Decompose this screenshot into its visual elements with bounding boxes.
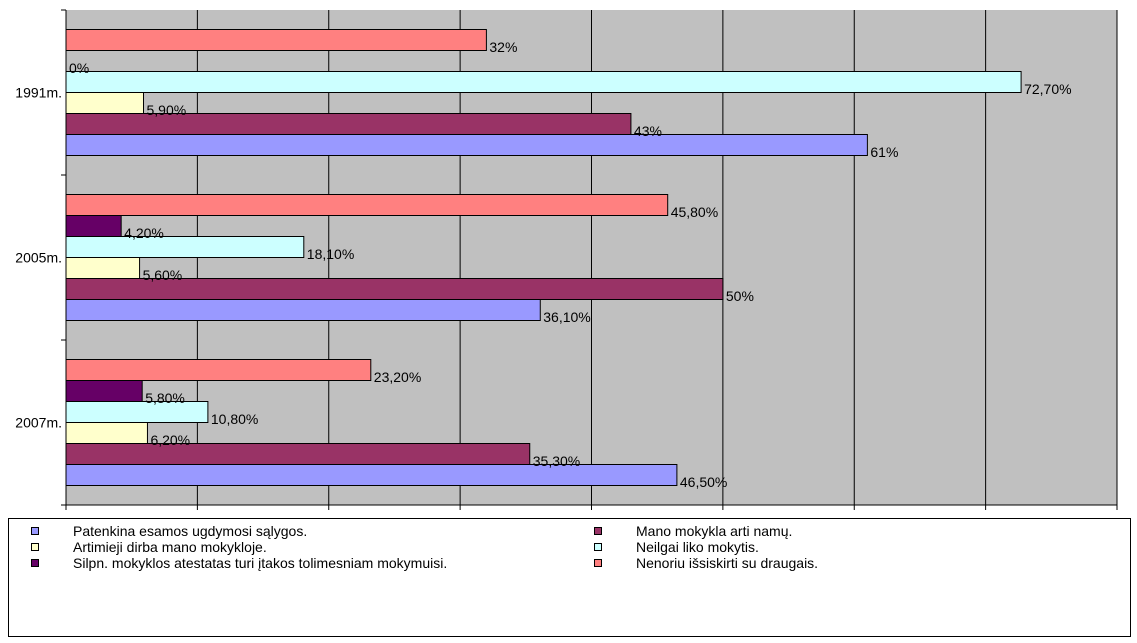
bar bbox=[65, 443, 531, 465]
bar bbox=[65, 299, 541, 321]
data-label: 18,10% bbox=[307, 246, 354, 262]
bar bbox=[65, 236, 305, 258]
data-label: 36,10% bbox=[543, 309, 590, 325]
data-label: 50% bbox=[726, 288, 754, 304]
legend-swatch-mano-mokykla bbox=[594, 527, 602, 535]
data-label: 23,20% bbox=[374, 369, 421, 385]
legend-label: Artimieji dirba mano mokykloje. bbox=[73, 539, 267, 555]
bar bbox=[65, 113, 632, 135]
legend-label: Silpn. mokyklos atestatas turi įtakos to… bbox=[73, 555, 448, 571]
data-label: 46,50% bbox=[680, 474, 727, 490]
data-label: 4,20% bbox=[124, 225, 164, 241]
bar bbox=[65, 29, 487, 51]
bar bbox=[65, 422, 148, 444]
data-label: 32% bbox=[489, 39, 517, 55]
x-tick-label: 60% bbox=[840, 516, 868, 518]
chart-legend: Patenkina esamos ugdymosi sąlygos. Artim… bbox=[8, 518, 1131, 637]
legend-swatch-patenkina bbox=[31, 527, 39, 535]
x-tick-label: 0% bbox=[56, 516, 76, 518]
data-label: 45,80% bbox=[671, 204, 718, 220]
category-label: 2007m. bbox=[15, 415, 62, 431]
data-label: 5,60% bbox=[143, 267, 183, 283]
data-label: 5,80% bbox=[145, 390, 185, 406]
x-tick-label: 80% bbox=[1103, 516, 1131, 518]
x-tick-label: 50% bbox=[709, 516, 737, 518]
x-tick-label: 20% bbox=[315, 516, 343, 518]
data-label: 0% bbox=[69, 60, 89, 76]
bar bbox=[65, 215, 122, 237]
legend-swatch-nenoriu bbox=[594, 559, 602, 567]
legend-swatch-silpn bbox=[31, 559, 39, 567]
bar bbox=[65, 71, 1022, 93]
category-label: 2005m. bbox=[15, 250, 62, 266]
legend-label: Mano mokykla arti namų. bbox=[636, 523, 793, 539]
legend-label: Nenoriu išsiskirti su draugais. bbox=[636, 555, 819, 571]
legend-swatch-artimieji bbox=[31, 543, 39, 551]
data-label: 10,80% bbox=[211, 411, 258, 427]
data-label: 35,30% bbox=[533, 453, 580, 469]
bar bbox=[65, 194, 669, 216]
x-tick-label: 30% bbox=[446, 516, 474, 518]
bar bbox=[65, 134, 868, 156]
legend-label: Neilgai liko mokytis. bbox=[636, 539, 759, 555]
bar bbox=[65, 380, 143, 402]
bar bbox=[65, 278, 724, 300]
bar-chart: 0% 10% 20% 30% 40% 50% 60% 70% 80% 1991m. 61% 43% 5,… bbox=[15, 9, 1131, 518]
category-label: 1991m. bbox=[15, 85, 62, 101]
data-label: 43% bbox=[634, 123, 662, 139]
data-label: 72,70% bbox=[1024, 81, 1071, 97]
legend-label: Patenkina esamos ugdymosi sąlygos. bbox=[73, 523, 308, 539]
bar bbox=[65, 464, 678, 486]
bar bbox=[65, 401, 209, 423]
x-tick-label: 70% bbox=[972, 516, 1000, 518]
bar bbox=[65, 359, 372, 381]
bar bbox=[65, 257, 141, 279]
x-tick-label: 10% bbox=[183, 516, 211, 518]
bar bbox=[65, 92, 145, 114]
x-tick-label: 40% bbox=[577, 516, 605, 518]
legend-swatch-neilgai bbox=[594, 543, 602, 551]
data-label: 61% bbox=[870, 144, 898, 160]
data-label: 5,90% bbox=[147, 102, 187, 118]
data-label: 6,20% bbox=[150, 432, 190, 448]
